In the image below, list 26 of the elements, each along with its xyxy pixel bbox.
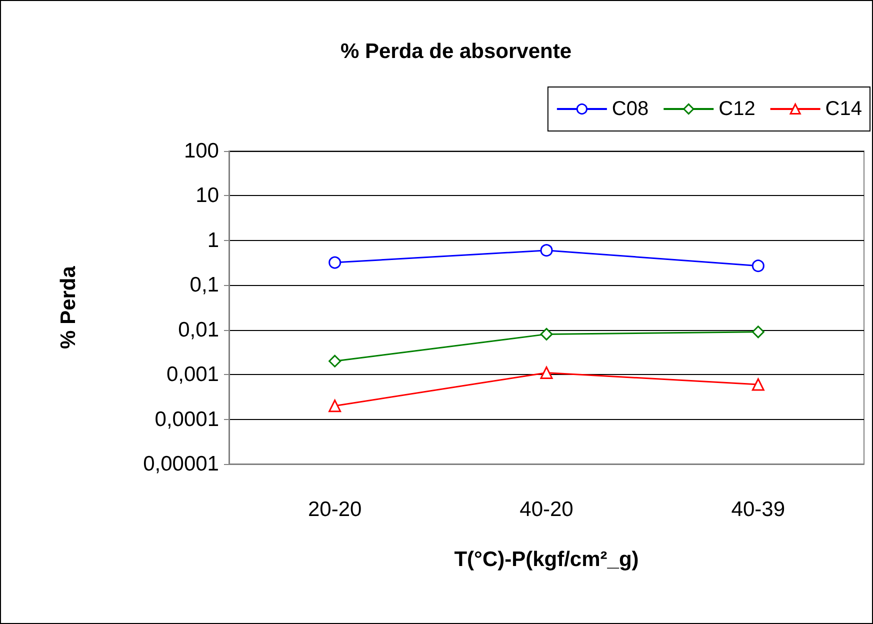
x-tick-label: 40-39 bbox=[731, 498, 786, 521]
y-tick-label: 0,00001 bbox=[143, 452, 219, 476]
point bbox=[752, 260, 764, 272]
y-tick-label: 0,01 bbox=[178, 318, 219, 342]
point bbox=[328, 354, 342, 368]
y-tick-label: 0,0001 bbox=[154, 408, 219, 431]
chart-title: % Perda de absorvente bbox=[340, 40, 572, 63]
point bbox=[540, 328, 553, 340]
legend-label: C08 bbox=[612, 98, 649, 120]
x-tick-label: 20-20 bbox=[308, 498, 362, 521]
legend-label: C14 bbox=[825, 98, 862, 120]
x-axis-title: T(°C)-P(kgf/cm²_g) bbox=[454, 548, 639, 571]
y-tick-label: 10 bbox=[196, 184, 219, 208]
y-tick-label: 100 bbox=[184, 140, 219, 162]
point bbox=[752, 378, 764, 391]
point bbox=[752, 326, 764, 338]
y-axis-title: % Perda bbox=[57, 266, 80, 349]
y-tick-label: 1 bbox=[207, 228, 219, 252]
x-tick-label: 40-20 bbox=[520, 498, 574, 521]
point bbox=[540, 366, 553, 379]
point bbox=[540, 244, 553, 257]
y-tick-label: 0,001 bbox=[166, 363, 219, 386]
point bbox=[328, 400, 342, 412]
y-tick-label: 0,1 bbox=[190, 274, 219, 297]
legend-label: C12 bbox=[718, 98, 756, 120]
point bbox=[328, 256, 342, 269]
